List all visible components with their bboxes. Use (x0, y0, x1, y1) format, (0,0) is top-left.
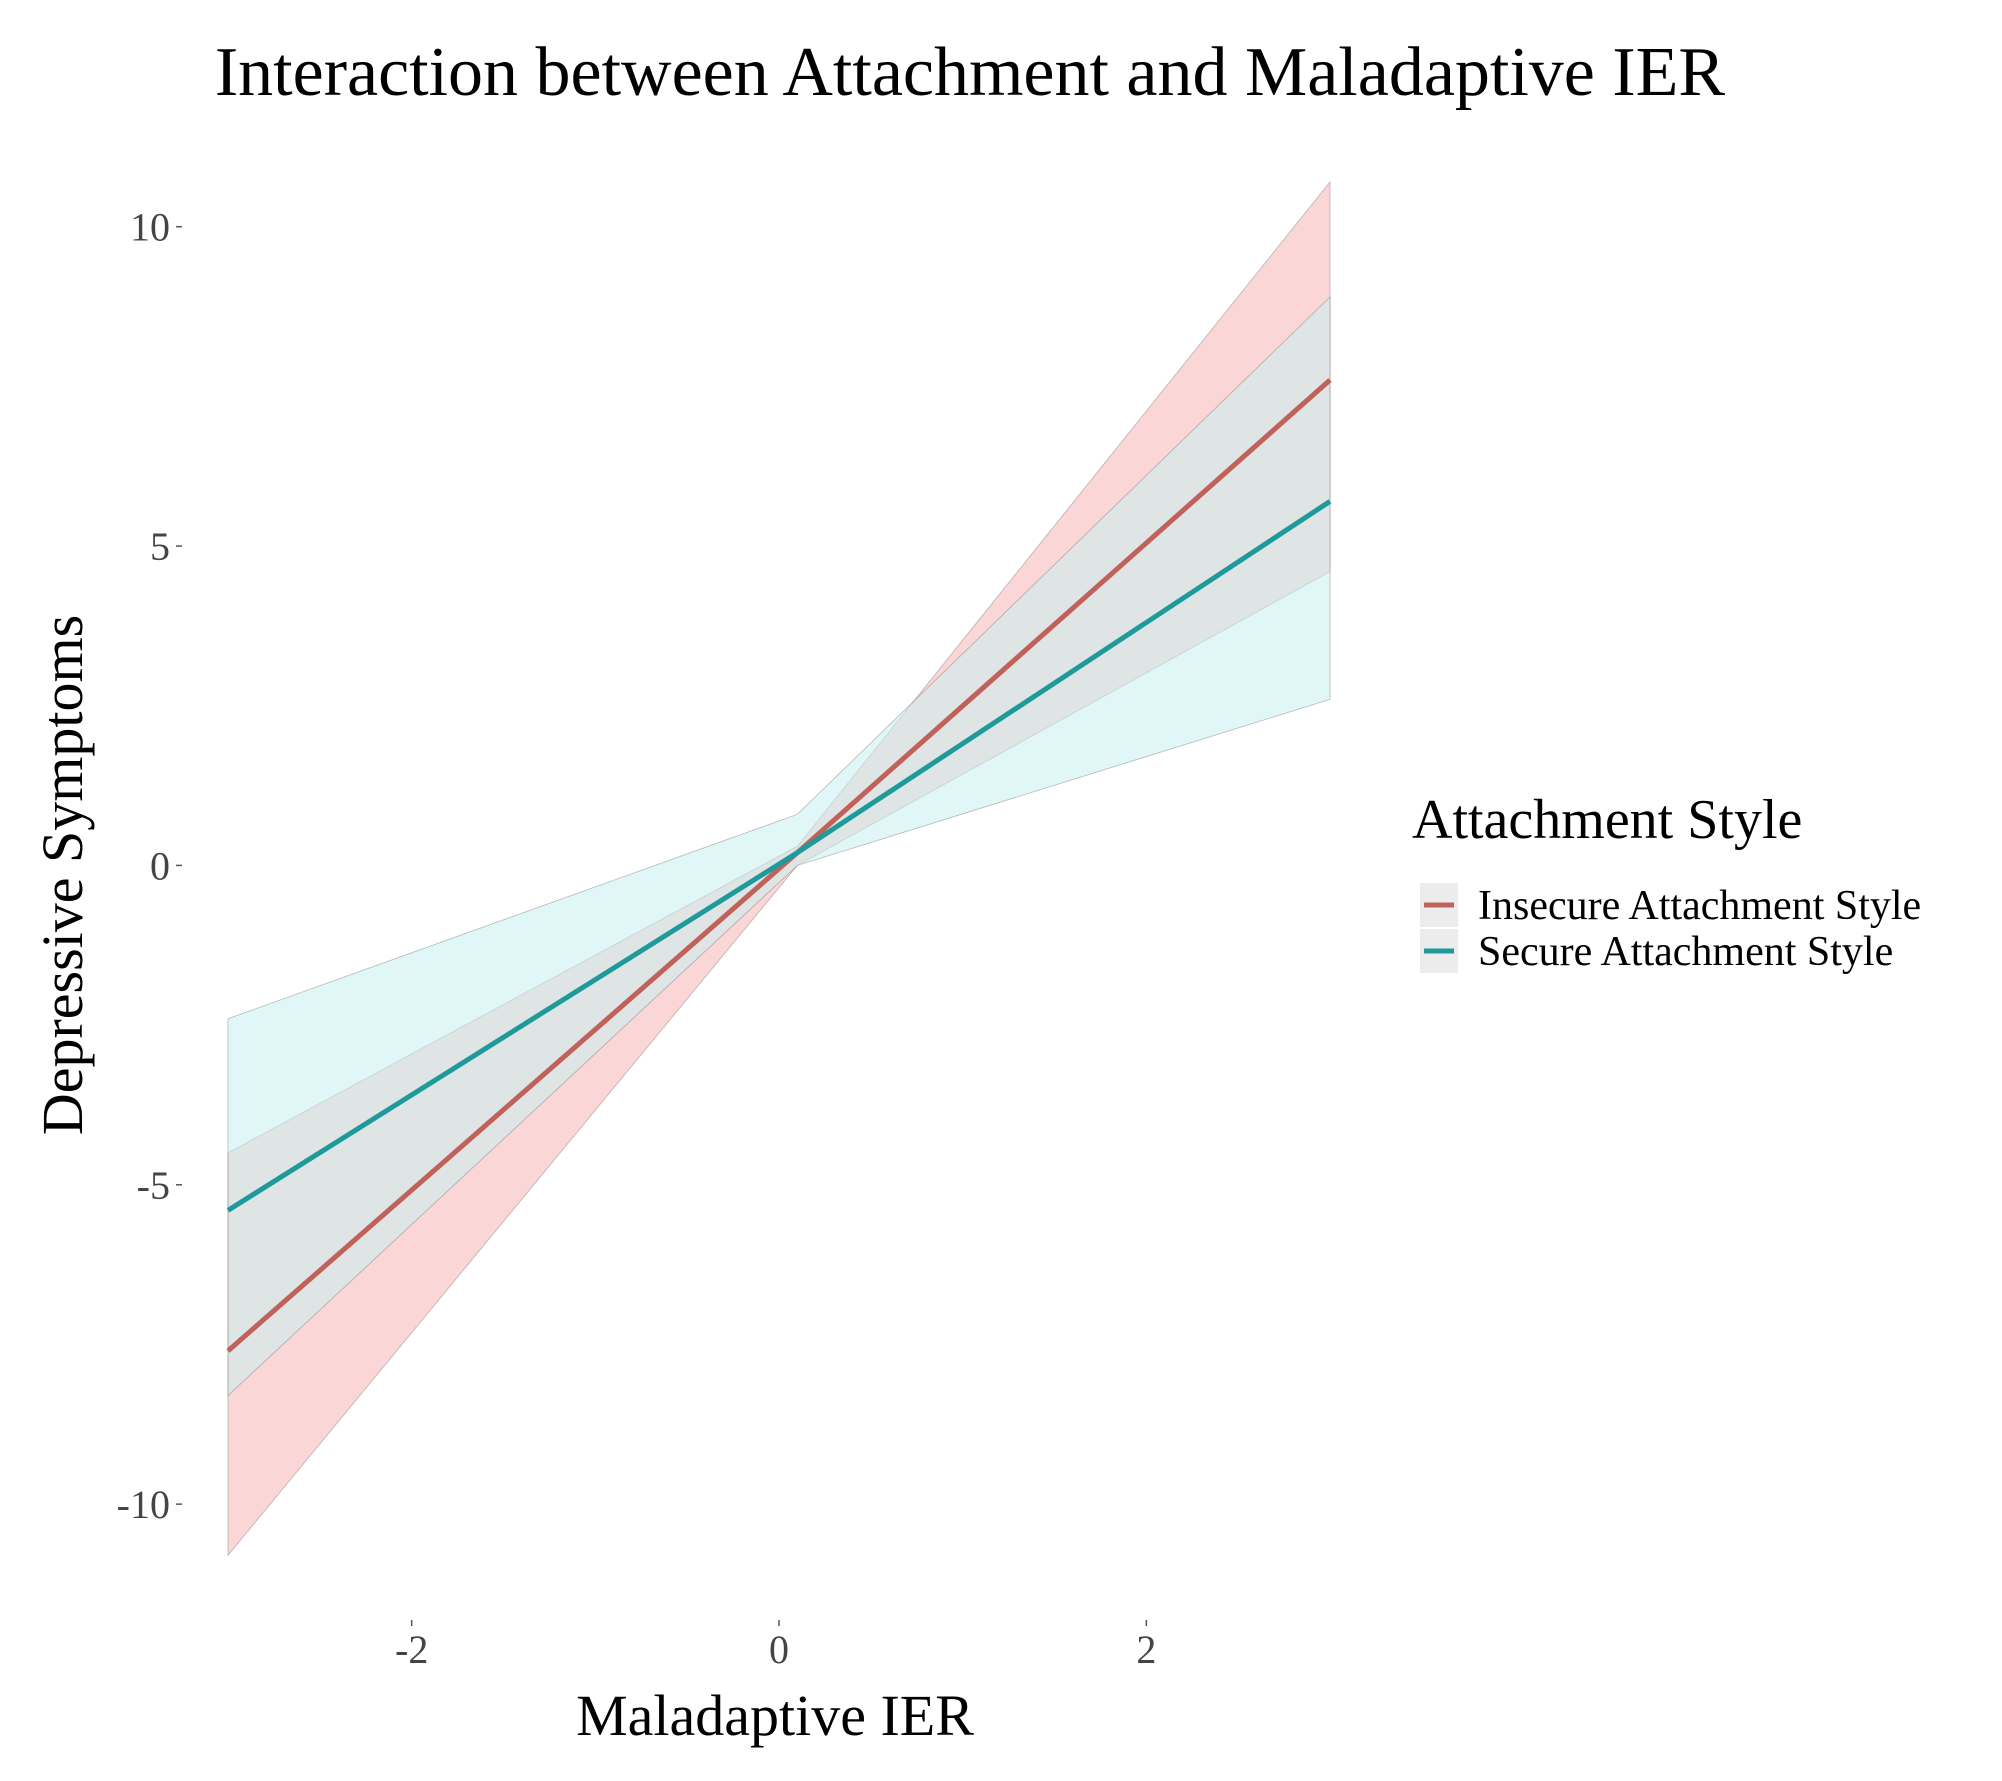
legend: Attachment Style Insecure Attachment Sty… (1412, 789, 1921, 975)
y-axis-title: Depressive Symptoms (30, 615, 95, 1135)
y-tick-label: 5 (150, 524, 170, 569)
chart-title: Interaction between Attachment and Malad… (215, 34, 1726, 111)
x-axis-title: Maladaptive IER (576, 1683, 974, 1748)
y-tick-label: 10 (130, 205, 170, 250)
legend-label-secure: Secure Attachment Style (1478, 929, 1893, 975)
y-tick-label: -5 (137, 1163, 170, 1208)
legend-label-insecure: Insecure Attachment Style (1478, 883, 1921, 929)
axis-ticks: -10 -5 0 5 10 -2 0 2 (117, 205, 1157, 1672)
x-tick-label: 2 (1136, 1627, 1156, 1672)
series-line-secure (226, 499, 1332, 1213)
x-tick-label: 0 (769, 1627, 789, 1672)
plot-area (226, 180, 1332, 1557)
legend-title: Attachment Style (1412, 789, 1802, 851)
y-tick-label: -10 (117, 1482, 170, 1527)
y-tick-label: 0 (150, 843, 170, 888)
confidence-band-secure (227, 296, 1331, 1397)
x-tick-label: -2 (395, 1627, 428, 1672)
